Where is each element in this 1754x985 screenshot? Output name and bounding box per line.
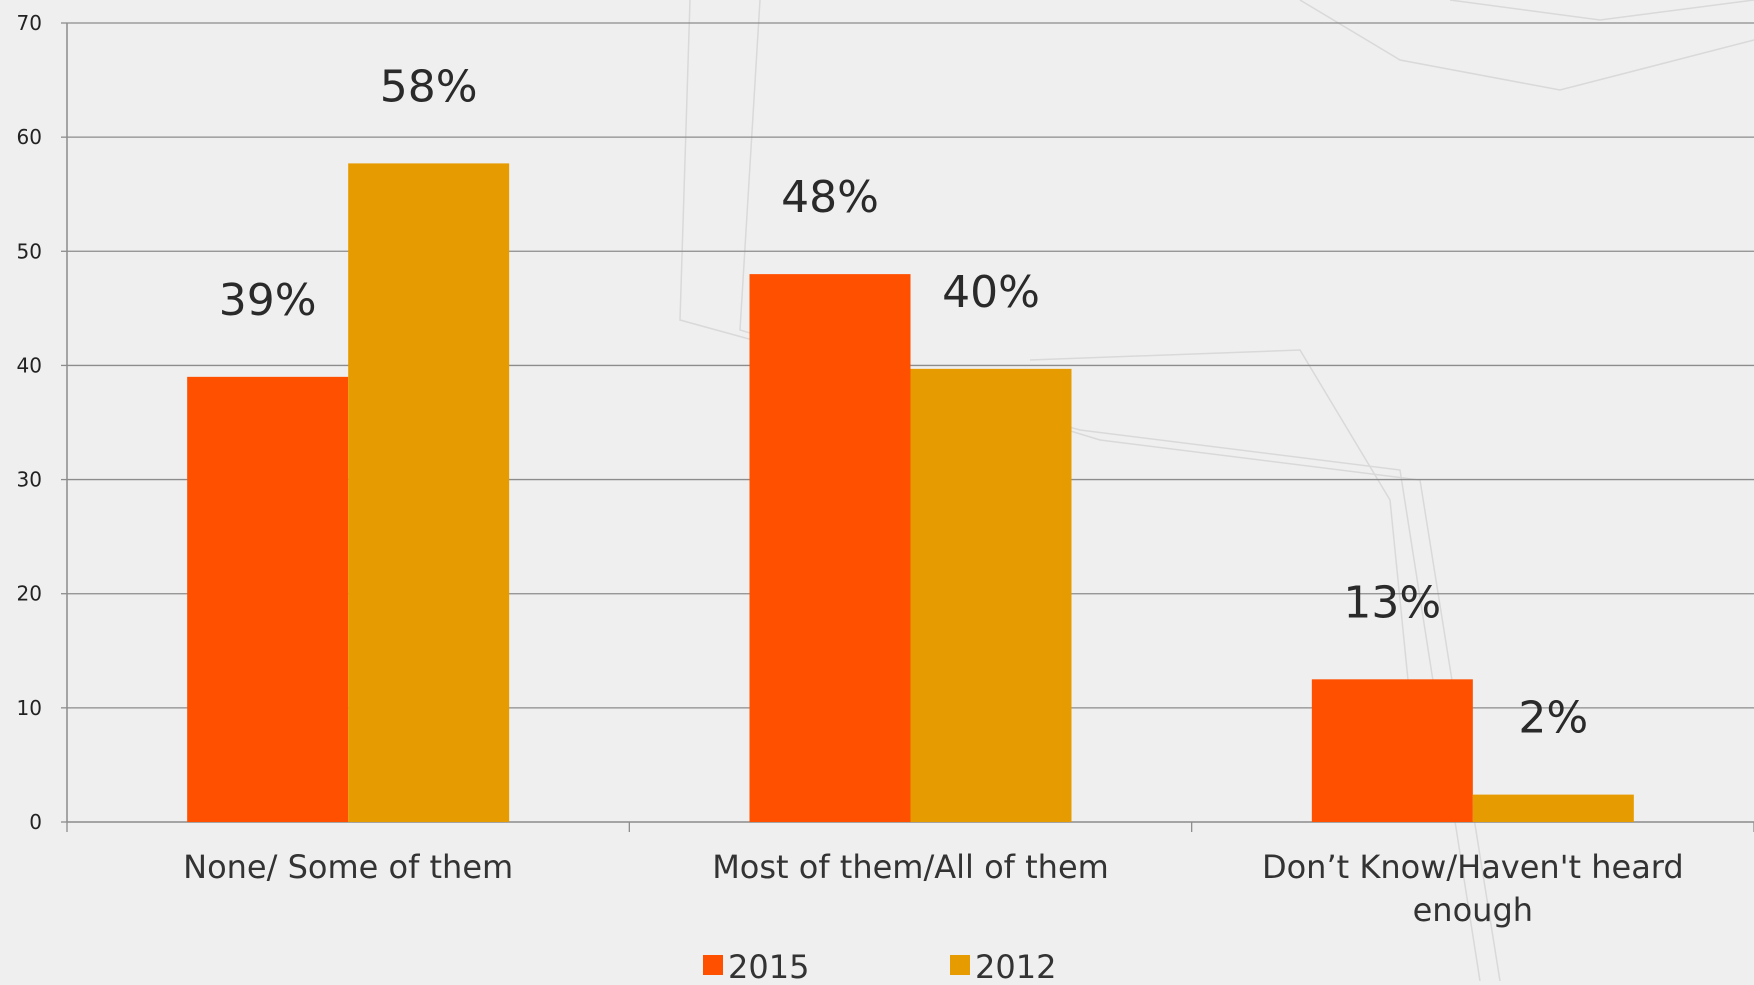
y-tick-label: 60 bbox=[17, 125, 42, 149]
category-labels: None/ Some of them Most of them/All of th… bbox=[183, 848, 1684, 929]
category-label: enough bbox=[1413, 891, 1533, 929]
legend-label: 2015 bbox=[728, 948, 809, 981]
y-tick-label: 10 bbox=[17, 696, 42, 720]
bars bbox=[187, 163, 1634, 823]
bar-2015 bbox=[187, 376, 349, 822]
data-label: 48% bbox=[781, 172, 879, 223]
data-label: 2% bbox=[1518, 693, 1588, 744]
background-decoration bbox=[679, 0, 1754, 982]
bar-2015 bbox=[749, 274, 911, 823]
category-label: Most of them/All of them bbox=[712, 848, 1109, 886]
y-tick-label: 30 bbox=[17, 468, 42, 492]
category-label: None/ Some of them bbox=[183, 848, 513, 886]
category-label: Don’t Know/Haven't heard bbox=[1262, 848, 1684, 886]
data-label: 58% bbox=[380, 61, 478, 112]
bar-2012 bbox=[348, 163, 510, 822]
legend-swatch-2012 bbox=[950, 955, 970, 975]
y-tick-label: 70 bbox=[17, 11, 42, 35]
data-label: 13% bbox=[1343, 577, 1441, 628]
bar-2012 bbox=[910, 368, 1072, 822]
y-tick-label: 0 bbox=[29, 810, 42, 834]
legend-label: 2012 bbox=[975, 948, 1056, 981]
y-tick-label: 20 bbox=[17, 582, 42, 606]
data-label: 39% bbox=[219, 275, 317, 326]
bar-2012 bbox=[1472, 794, 1634, 822]
data-label: 40% bbox=[942, 267, 1040, 318]
y-tick-label: 50 bbox=[17, 239, 42, 263]
bar-2015 bbox=[1311, 679, 1473, 822]
y-tick-label: 40 bbox=[17, 353, 42, 377]
data-labels: 39% 48% 13% 58% 40% 2% bbox=[219, 61, 1588, 743]
legend-swatch-2015 bbox=[703, 955, 723, 975]
legend: 2015 2012 bbox=[703, 948, 1056, 985]
